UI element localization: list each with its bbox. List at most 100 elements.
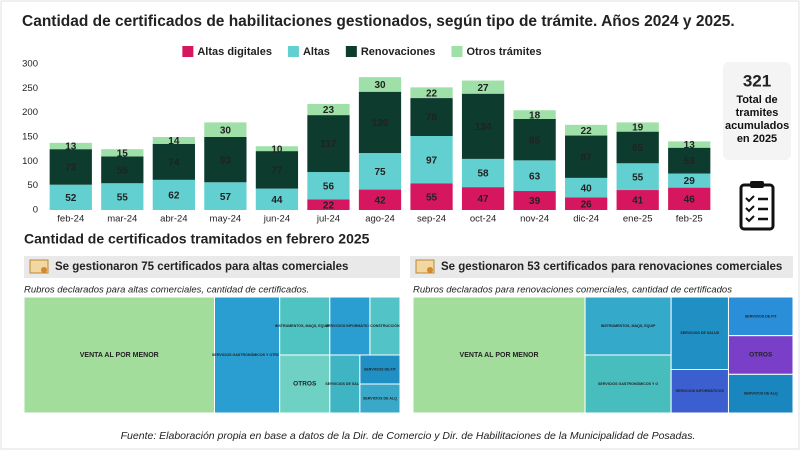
treemap-label: OTROS <box>749 352 773 359</box>
data-label: 55 <box>632 172 644 183</box>
bar-segment <box>358 153 402 190</box>
section-title: Cantidad de certificados tramitados en f… <box>24 231 370 247</box>
treemap-title: Rubros declarados para renovaciones come… <box>413 285 732 296</box>
treemap-label: CONSTRUCCIÓN <box>370 323 400 328</box>
data-label: 13 <box>65 142 77 153</box>
certificate-icon <box>415 259 435 274</box>
x-tick-label: dic-24 <box>573 214 599 225</box>
data-label: 55 <box>117 192 129 203</box>
data-label: 41 <box>632 196 644 207</box>
data-label: 53 <box>684 156 696 167</box>
kpi-label-box: Total de tramites acumulados en 2025 <box>725 94 789 145</box>
data-label: 26 <box>581 199 593 210</box>
treemap-cell <box>279 354 331 414</box>
bar-segment <box>358 77 402 92</box>
bar-segment <box>204 182 247 210</box>
data-label: 55 <box>117 165 129 176</box>
bar-segment <box>461 80 505 94</box>
legend-swatch <box>182 46 194 57</box>
bar-segment <box>410 136 453 184</box>
data-label: 134 <box>475 122 492 133</box>
kpi-value: 321 <box>743 71 771 90</box>
bar-segment <box>668 147 711 174</box>
data-label: 29 <box>684 176 696 187</box>
treemap-label: VENTA AL POR MENOR <box>460 352 539 359</box>
treemap-cell <box>727 335 794 375</box>
y-tick-label: 50 <box>27 180 38 191</box>
data-label: 57 <box>220 192 232 203</box>
x-tick-label: feb-25 <box>676 214 703 225</box>
legend-label: Otros trámites <box>466 46 541 58</box>
data-label: 97 <box>426 155 438 166</box>
data-label: 30 <box>220 125 232 136</box>
data-label: 15 <box>117 148 129 159</box>
bar-segment <box>616 122 659 132</box>
treemap-label: INSTRUMENTOS, MAQS, EQUIP <box>601 324 656 328</box>
legend-swatch <box>451 46 463 57</box>
x-tick-label: jul-24 <box>316 214 340 225</box>
bar-segment <box>616 190 659 210</box>
treemap-label: OTROS <box>293 381 317 388</box>
treemap-cell <box>670 369 729 414</box>
treemap-cell <box>727 296 794 337</box>
bar-segment <box>513 118 556 161</box>
x-tick-label: sep-24 <box>417 214 446 225</box>
bar-segment <box>668 187 711 210</box>
bar-segment <box>668 141 711 148</box>
bar-segment <box>204 122 247 137</box>
data-label: 46 <box>684 194 696 205</box>
banner: Se gestionaron 75 certificados para alta… <box>55 261 348 273</box>
treemap-label: SERVICIOS GASTRONÓMICOS Y O <box>598 381 658 386</box>
treemap-label: SERVICIOS DE FIT <box>364 367 397 371</box>
bar-segment <box>49 142 92 150</box>
legend: Altas digitales Altas Renovaciones Otros tr… <box>182 46 542 58</box>
data-label: 47 <box>478 194 490 205</box>
data-label: 87 <box>581 152 593 163</box>
y-tick-label: 0 <box>33 205 38 216</box>
y-tick-label: 150 <box>22 132 38 143</box>
data-label: 117 <box>320 139 337 150</box>
banner-bg <box>24 256 400 278</box>
x-tick-label: ago-24 <box>365 214 395 225</box>
kpi-label: Total de tramites acumulados en 2025 <box>725 94 789 145</box>
bar-segment <box>565 197 608 210</box>
x-tick-label: mar-24 <box>107 214 137 225</box>
bar-segment <box>255 146 299 152</box>
treemap-label: INSTRUMENTOS, MAQS, EQUIPOS <box>275 324 335 328</box>
data-label: 19 <box>632 123 644 134</box>
bar-segment <box>513 110 556 119</box>
treemap-cell <box>584 296 672 356</box>
data-label: 74 <box>168 157 180 168</box>
bar-segment <box>565 124 608 136</box>
treemap-cell <box>23 296 216 414</box>
data-label: 77 <box>271 165 283 176</box>
treemap-label: SERVICIOS DE ALQ <box>363 396 397 400</box>
x-tick-label: oct-24 <box>470 214 496 225</box>
treemap-label: VENTA AL POR MENOR <box>80 352 159 359</box>
bar-segment <box>49 149 92 185</box>
data-label: 55 <box>426 192 438 203</box>
x-tick-label: abr-24 <box>160 214 187 225</box>
treemap-label: SERVICIOS INFORMÁTICOS <box>326 323 375 328</box>
bar-segment <box>49 184 92 210</box>
treemap-title: Rubros declarados para altas comerciales… <box>24 285 309 296</box>
bar-segment <box>565 177 608 198</box>
bar-segment <box>255 188 299 210</box>
x-tick-label: feb-24 <box>57 214 84 225</box>
bar-segment <box>461 158 505 188</box>
bar-segment <box>616 131 659 164</box>
x-tick-label: ene-25 <box>623 214 653 225</box>
treemap-cell <box>584 354 672 414</box>
data-label: 73 <box>65 163 77 174</box>
data-label: 14 <box>168 136 180 147</box>
banner-bg <box>410 256 793 278</box>
bar-segment <box>307 199 350 210</box>
treemap-label: SERVICIOS DE ALQ <box>744 392 778 396</box>
data-label: 78 <box>426 113 438 124</box>
data-label: 93 <box>220 155 232 166</box>
treemap-cell <box>727 373 794 414</box>
data-label: 52 <box>65 193 77 204</box>
treemap-cell <box>369 296 401 356</box>
footer: Fuente: Elaboración propia en base a dat… <box>121 430 696 442</box>
data-label: 13 <box>684 140 696 151</box>
